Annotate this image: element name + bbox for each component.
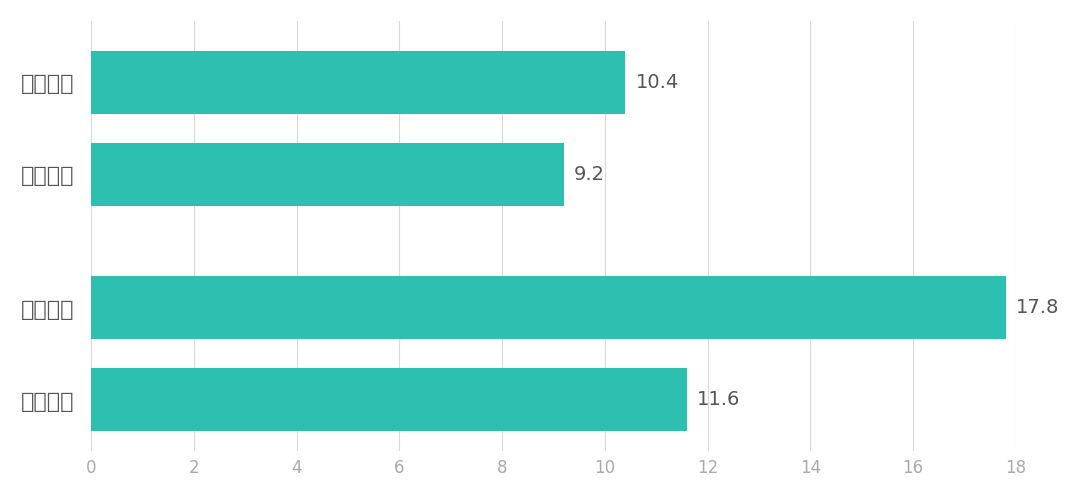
- Bar: [91, 276, 1005, 339]
- Bar: [91, 142, 564, 206]
- Text: 17.8: 17.8: [1016, 298, 1059, 317]
- Text: 10.4: 10.4: [636, 73, 679, 92]
- Bar: [91, 50, 625, 114]
- Text: 9.2: 9.2: [573, 165, 605, 184]
- Text: 11.6: 11.6: [698, 390, 741, 409]
- Bar: [91, 368, 687, 431]
